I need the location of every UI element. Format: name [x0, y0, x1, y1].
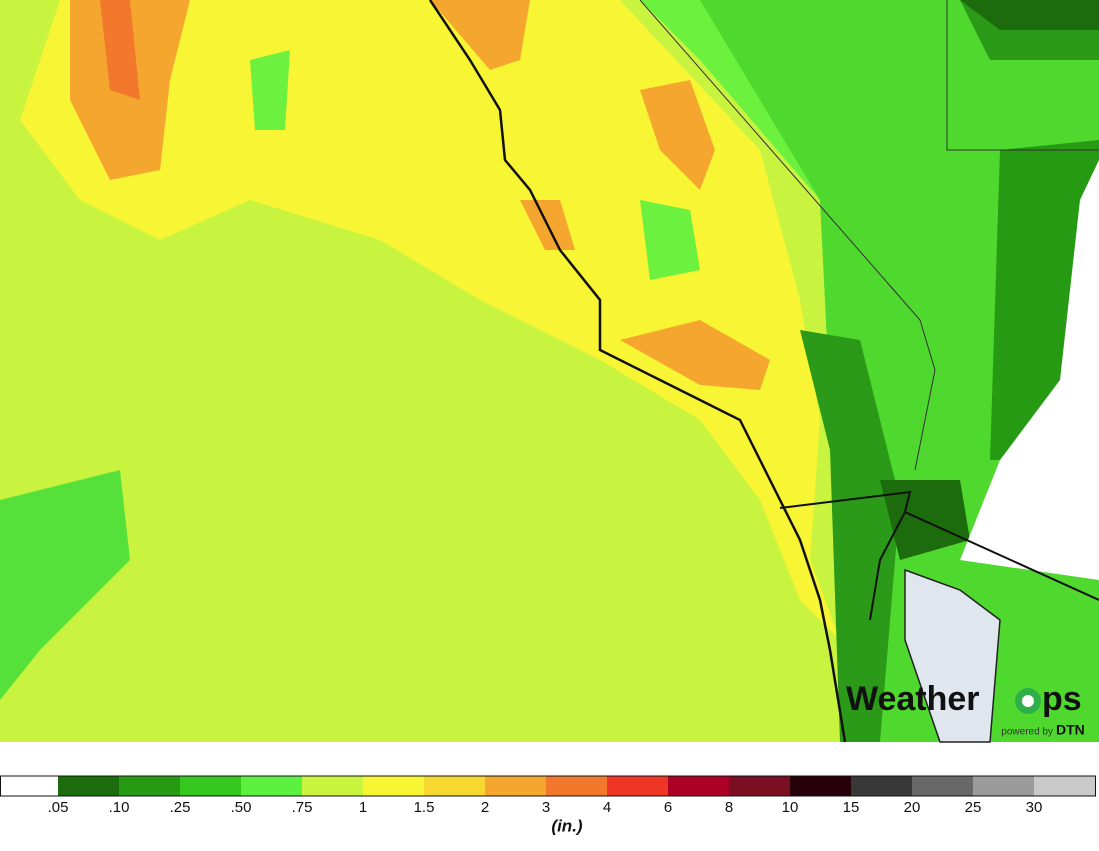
legend-swatch	[0, 776, 58, 796]
legend-label: 4	[603, 799, 611, 816]
legend-label: 10	[782, 799, 799, 816]
legend-label: .75	[292, 799, 313, 816]
legend-swatch	[180, 776, 241, 796]
legend-label: 1	[359, 799, 367, 816]
legend: .05 .10 .25 .50 .75 1 1.5 2 3 4 6 8 10 15 20 25 30	[0, 775, 1096, 816]
legend-swatch	[668, 776, 729, 796]
legend-label: 1.5	[414, 799, 435, 816]
logo-text: Weather	[846, 680, 980, 718]
legend-label: .05	[48, 799, 69, 816]
legend-label: .50	[231, 799, 252, 816]
legend-swatch	[424, 776, 485, 796]
logo: Weather ps powered by DTN	[846, 680, 1085, 738]
logo-text: ps	[1042, 680, 1082, 718]
legend-label: 3	[542, 799, 550, 816]
legend-swatch	[607, 776, 668, 796]
logo-tagline: powered by	[1001, 727, 1053, 738]
legend-swatch	[241, 776, 302, 796]
legend-swatch	[973, 776, 1034, 796]
legend-swatch	[58, 776, 119, 796]
legend-swatch	[790, 776, 851, 796]
legend-swatch	[912, 776, 973, 796]
legend-swatch	[302, 776, 363, 796]
legend-swatch	[1034, 776, 1095, 796]
legend-swatch	[485, 776, 546, 796]
legend-swatch	[546, 776, 607, 796]
legend-label: 30	[1026, 799, 1043, 816]
legend-swatch	[119, 776, 180, 796]
legend-swatch	[851, 776, 912, 796]
legend-label: 6	[664, 799, 672, 816]
logo-brand: DTN	[1056, 722, 1085, 738]
legend-swatch	[729, 776, 790, 796]
legend-label: 25	[965, 799, 982, 816]
legend-label: 20	[904, 799, 921, 816]
legend-label: .25	[170, 799, 191, 816]
legend-frame	[0, 775, 1096, 797]
legend-swatch	[363, 776, 424, 796]
legend-label: 15	[843, 799, 860, 816]
legend-label: .10	[109, 799, 130, 816]
map	[0, 0, 1099, 743]
legend-label: 8	[725, 799, 733, 816]
legend-unit: (in.)	[551, 816, 582, 835]
legend-label: 2	[481, 799, 489, 816]
